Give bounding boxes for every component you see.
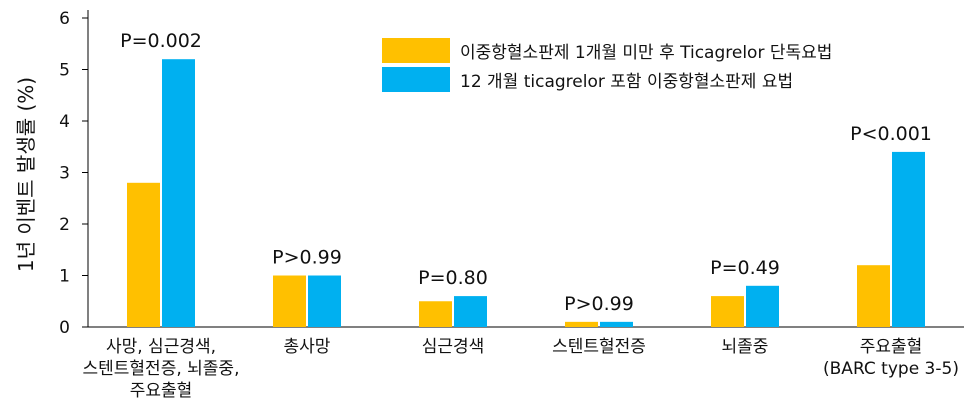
y-tick-label: 2 [59, 215, 70, 235]
x-category-label: 주요출혈 [130, 381, 193, 401]
bar-series-1-3 [565, 321, 598, 327]
y-tick-label: 4 [59, 112, 70, 132]
x-category-label: 스텐트혈전증, 뇌졸중, [83, 359, 240, 379]
legend-label-series-1: 이중항혈소판제 1개월 미만 후 Ticagrelor 단독요법 [460, 43, 833, 63]
y-tick-label: 0 [59, 318, 70, 338]
y-tick-label: 5 [59, 61, 70, 81]
bar-series-1-4 [711, 296, 744, 327]
bar-series-2-0 [162, 59, 195, 327]
bar-series-2-2 [454, 296, 487, 327]
legend-item-series-1: 이중항혈소판제 1개월 미만 후 Ticagrelor 단독요법 [382, 37, 832, 64]
bar-series-1-2 [419, 301, 452, 327]
y-tick-label: 3 [59, 164, 70, 184]
legend-label-series-2: 12 개월 ticagrelor 포함 이중항혈소판제 요법 [460, 72, 794, 92]
bar-series-2-1 [308, 275, 341, 327]
p-value-label: P=0.80 [418, 267, 488, 289]
y-tick-label: 6 [59, 9, 70, 29]
chart-legend: 이중항혈소판제 1개월 미만 후 Ticagrelor 단독요법 12 개월 t… [382, 37, 832, 95]
bar-series-1-5 [857, 265, 890, 327]
x-category-label: 총사망 [284, 337, 331, 357]
bar-series-2-3 [600, 321, 633, 327]
x-category-label: (BARC type 3-5) [823, 359, 959, 379]
bar-series-1-0 [127, 182, 160, 327]
bar-series-2-5 [892, 151, 925, 327]
p-value-label: P=0.002 [120, 30, 202, 52]
p-value-label: P>0.99 [564, 293, 634, 315]
legend-item-series-2: 12 개월 ticagrelor 포함 이중항혈소판제 요법 [382, 66, 832, 93]
y-tick-label: 1 [59, 267, 70, 287]
bar-series-1-1 [273, 275, 306, 327]
x-category-label: 심근경색 [422, 337, 485, 357]
bar-series-2-4 [746, 285, 779, 327]
legend-swatch-series-2 [382, 67, 450, 92]
x-category-label: 뇌졸중 [722, 337, 769, 357]
x-category-label: 사망, 심근경색, [106, 337, 216, 357]
p-value-label: P>0.99 [272, 247, 342, 269]
p-value-label: P=0.49 [710, 257, 780, 279]
x-category-label: 주요출혈 [860, 337, 923, 357]
x-category-label: 스텐트혈전증 [552, 337, 646, 357]
p-value-label: P<0.001 [850, 123, 932, 145]
legend-swatch-series-1 [382, 38, 450, 63]
y-axis-label: 1년 이벤트 발생률 (%) [14, 77, 38, 272]
